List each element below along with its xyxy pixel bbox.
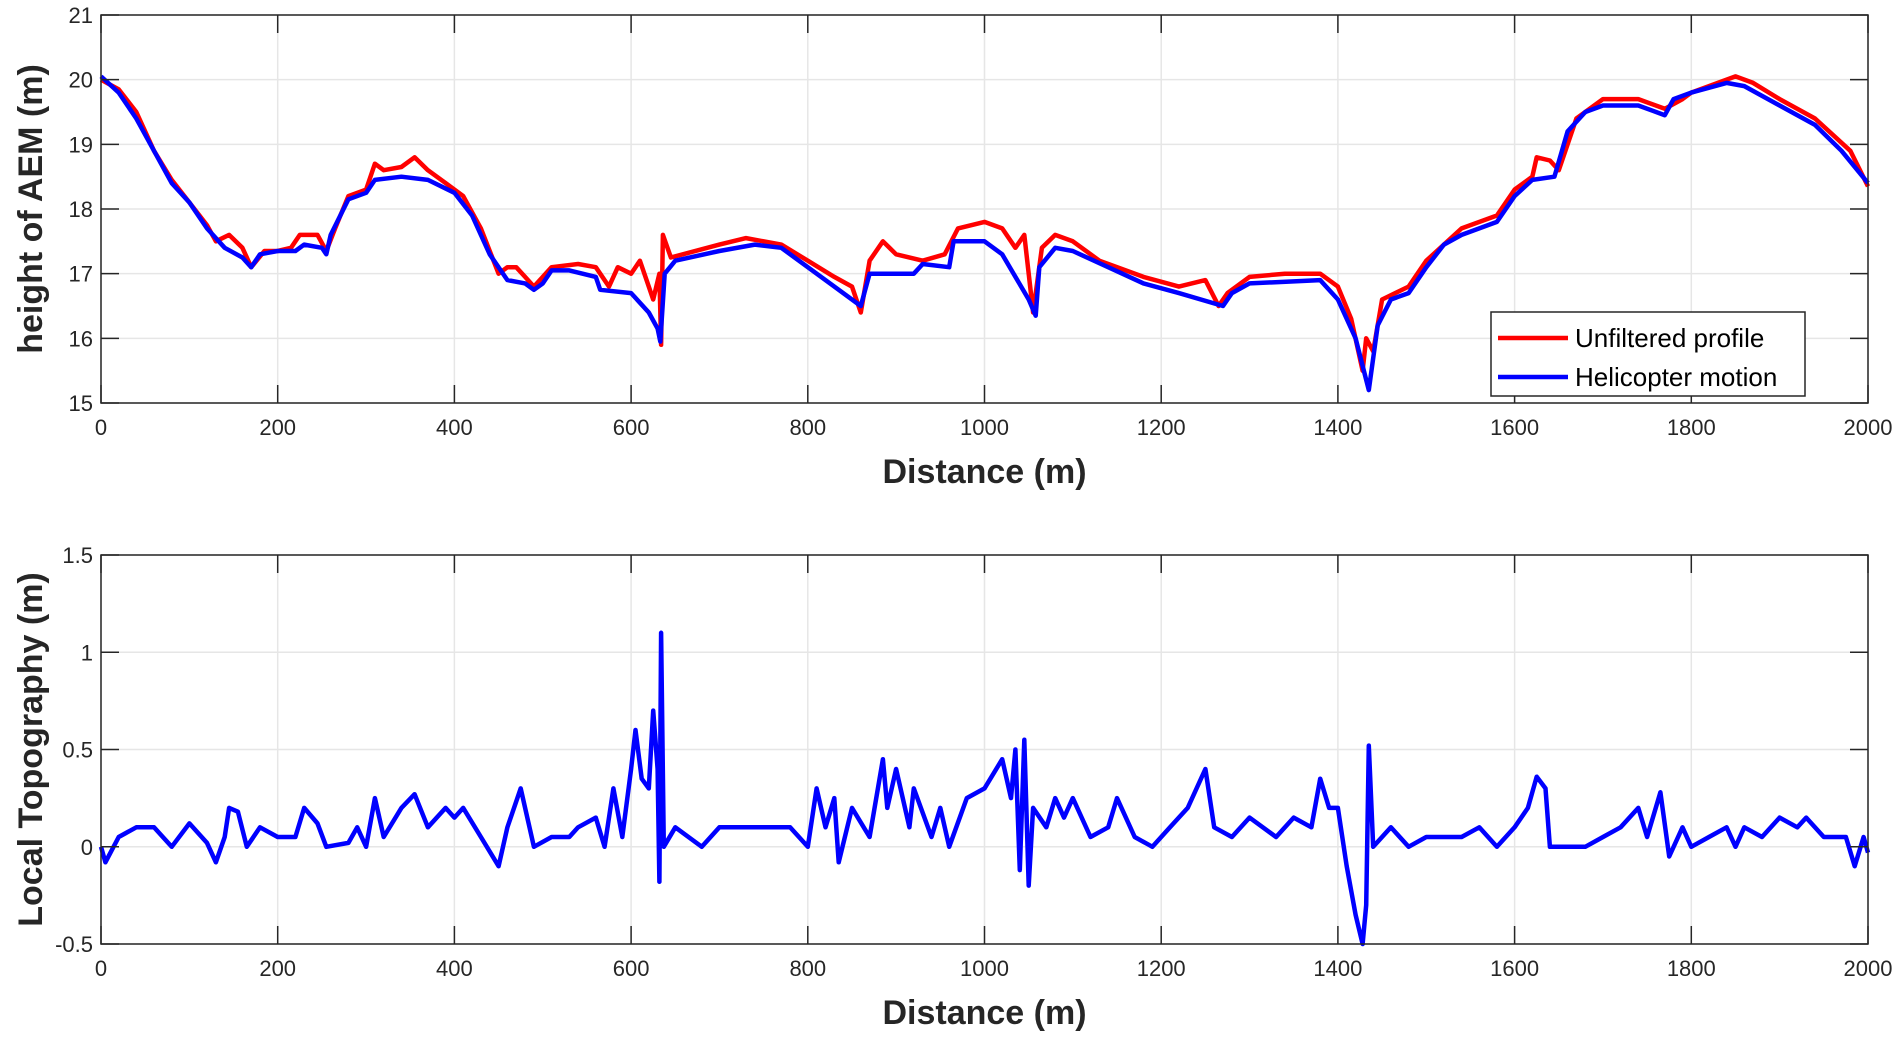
y-tick-label: 21: [69, 3, 93, 28]
y-tick-label: -0.5: [55, 932, 93, 957]
y-axis-label: Local Topography (m): [12, 572, 50, 926]
x-tick-label: 600: [613, 956, 650, 981]
legend-label: Unfiltered profile: [1575, 323, 1764, 353]
x-tick-label: 200: [259, 415, 296, 440]
y-tick-label: 18: [69, 197, 93, 222]
x-tick-label: 1800: [1667, 415, 1716, 440]
x-tick-label: 600: [613, 415, 650, 440]
y-tick-label: 1.5: [62, 543, 93, 568]
y-tick-label: 15: [69, 391, 93, 416]
y-tick-label: 16: [69, 326, 93, 351]
y-tick-label: 0.5: [62, 738, 93, 763]
x-tick-label: 200: [259, 956, 296, 981]
x-axis-label: Distance (m): [882, 994, 1086, 1032]
x-tick-label: 800: [789, 956, 826, 981]
series-line-0: [98, 630, 1871, 947]
x-tick-label: 400: [436, 415, 473, 440]
y-tick-label: 20: [69, 68, 93, 93]
legend-label: Helicopter motion: [1575, 362, 1777, 392]
x-tick-label: 1200: [1137, 415, 1186, 440]
y-tick-label: 19: [69, 132, 93, 157]
x-tick-label: 0: [95, 415, 107, 440]
x-tick-label: 2000: [1844, 956, 1893, 981]
series-line-helicopter-motion: [99, 74, 1870, 393]
legend-box: [1490, 311, 1806, 397]
height-profile-plot: 0 200 400 600 800 1000 1200 1400 1600 1800 2000 15 1…: [12, 3, 1892, 491]
y-tick-label: 1: [81, 640, 93, 665]
x-tick-label: 400: [436, 956, 473, 981]
x-axis-label: Distance (m): [882, 453, 1086, 491]
x-tick-label: 1800: [1667, 956, 1716, 981]
y-axis-label: height of AEM (m): [12, 64, 50, 354]
x-tick-label: 1600: [1490, 956, 1539, 981]
x-tick-label: 1400: [1313, 956, 1362, 981]
x-tick-label: 0: [95, 956, 107, 981]
x-tick-label: 2000: [1844, 415, 1893, 440]
x-tick-label: 1000: [960, 415, 1009, 440]
x-tick-label: 1400: [1313, 415, 1362, 440]
x-tick-label: 1000: [960, 956, 1009, 981]
y-tick-label: 0: [81, 835, 93, 860]
y-tick-label: 17: [69, 262, 93, 287]
local-topography-plot: 0 200 400 600 800 1000 1200 1400 1600 1800 2000 -0.…: [12, 543, 1892, 1032]
legend: Unfiltered profile Helicopter motion: [1490, 311, 1806, 397]
x-tick-label: 800: [789, 415, 826, 440]
x-tick-label: 1600: [1490, 415, 1539, 440]
x-tick-label: 1200: [1137, 956, 1186, 981]
